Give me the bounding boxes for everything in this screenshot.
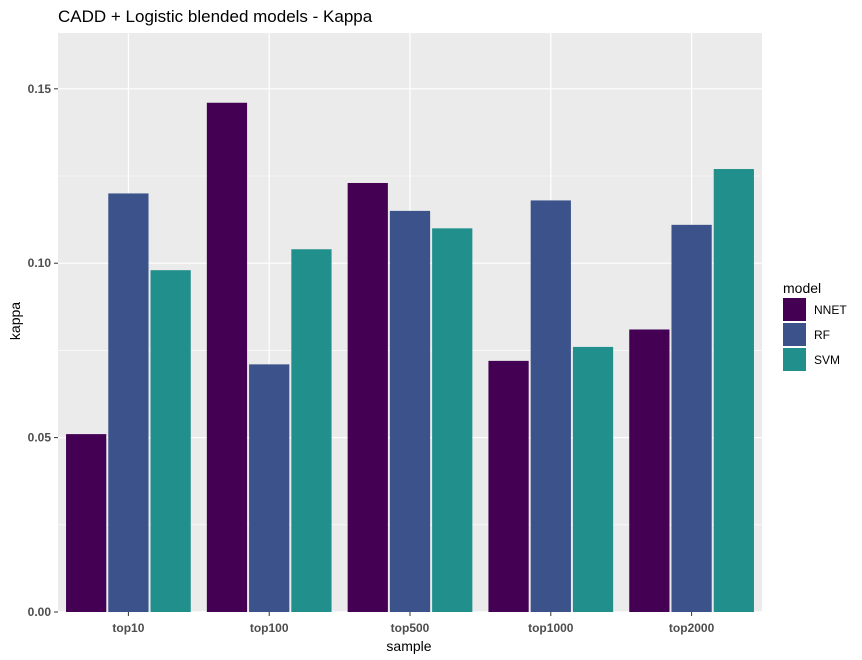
bar-rf-top2000 xyxy=(671,224,712,613)
bar-nnet-top100 xyxy=(206,102,248,612)
legend-label-rf: RF xyxy=(814,328,830,342)
x-tick-label: top1000 xyxy=(528,621,574,635)
legend-label-nnet: NNET xyxy=(814,303,847,317)
bar-rf-top100 xyxy=(249,364,290,612)
y-axis: 0.00 0.05 0.10 0.15 xyxy=(28,82,58,619)
chart-title: CADD + Logistic blended models - Kappa xyxy=(58,7,373,26)
legend-swatch-rf xyxy=(783,323,806,346)
x-tick-label: top100 xyxy=(250,621,289,635)
bars xyxy=(66,102,754,613)
bar-nnet-top10 xyxy=(66,434,107,612)
legend-swatch-nnet xyxy=(783,298,806,321)
bar-svm-top1000 xyxy=(572,346,614,612)
bar-svm-top10 xyxy=(150,270,191,612)
y-tick-label: 0.15 xyxy=(28,82,52,96)
y-tick-label: 0.10 xyxy=(28,256,52,270)
bar-rf-top10 xyxy=(108,193,149,612)
bar-svm-top100 xyxy=(291,249,332,613)
y-axis-title: kappa xyxy=(7,302,23,340)
legend-title: model xyxy=(783,280,821,296)
bar-svm-top2000 xyxy=(713,169,754,612)
x-tick-label: top10 xyxy=(112,621,144,635)
legend: model NNET RF SVM xyxy=(783,280,847,371)
bar-nnet-top1000 xyxy=(488,360,529,612)
bar-nnet-top500 xyxy=(347,182,388,612)
legend-swatch-svm xyxy=(783,348,806,371)
x-axis-title: sample xyxy=(386,638,431,654)
x-tick-label: top2000 xyxy=(669,621,715,635)
bar-nnet-top2000 xyxy=(629,329,670,612)
bar-rf-top500 xyxy=(389,210,431,612)
x-axis: top10 top100 top500 top1000 top2000 xyxy=(112,612,715,635)
bar-rf-top1000 xyxy=(530,200,571,612)
legend-label-svm: SVM xyxy=(814,353,840,367)
bar-svm-top500 xyxy=(432,228,473,612)
x-tick-label: top500 xyxy=(391,621,430,635)
y-tick-label: 0.00 xyxy=(28,605,52,619)
y-tick-label: 0.05 xyxy=(28,431,52,445)
